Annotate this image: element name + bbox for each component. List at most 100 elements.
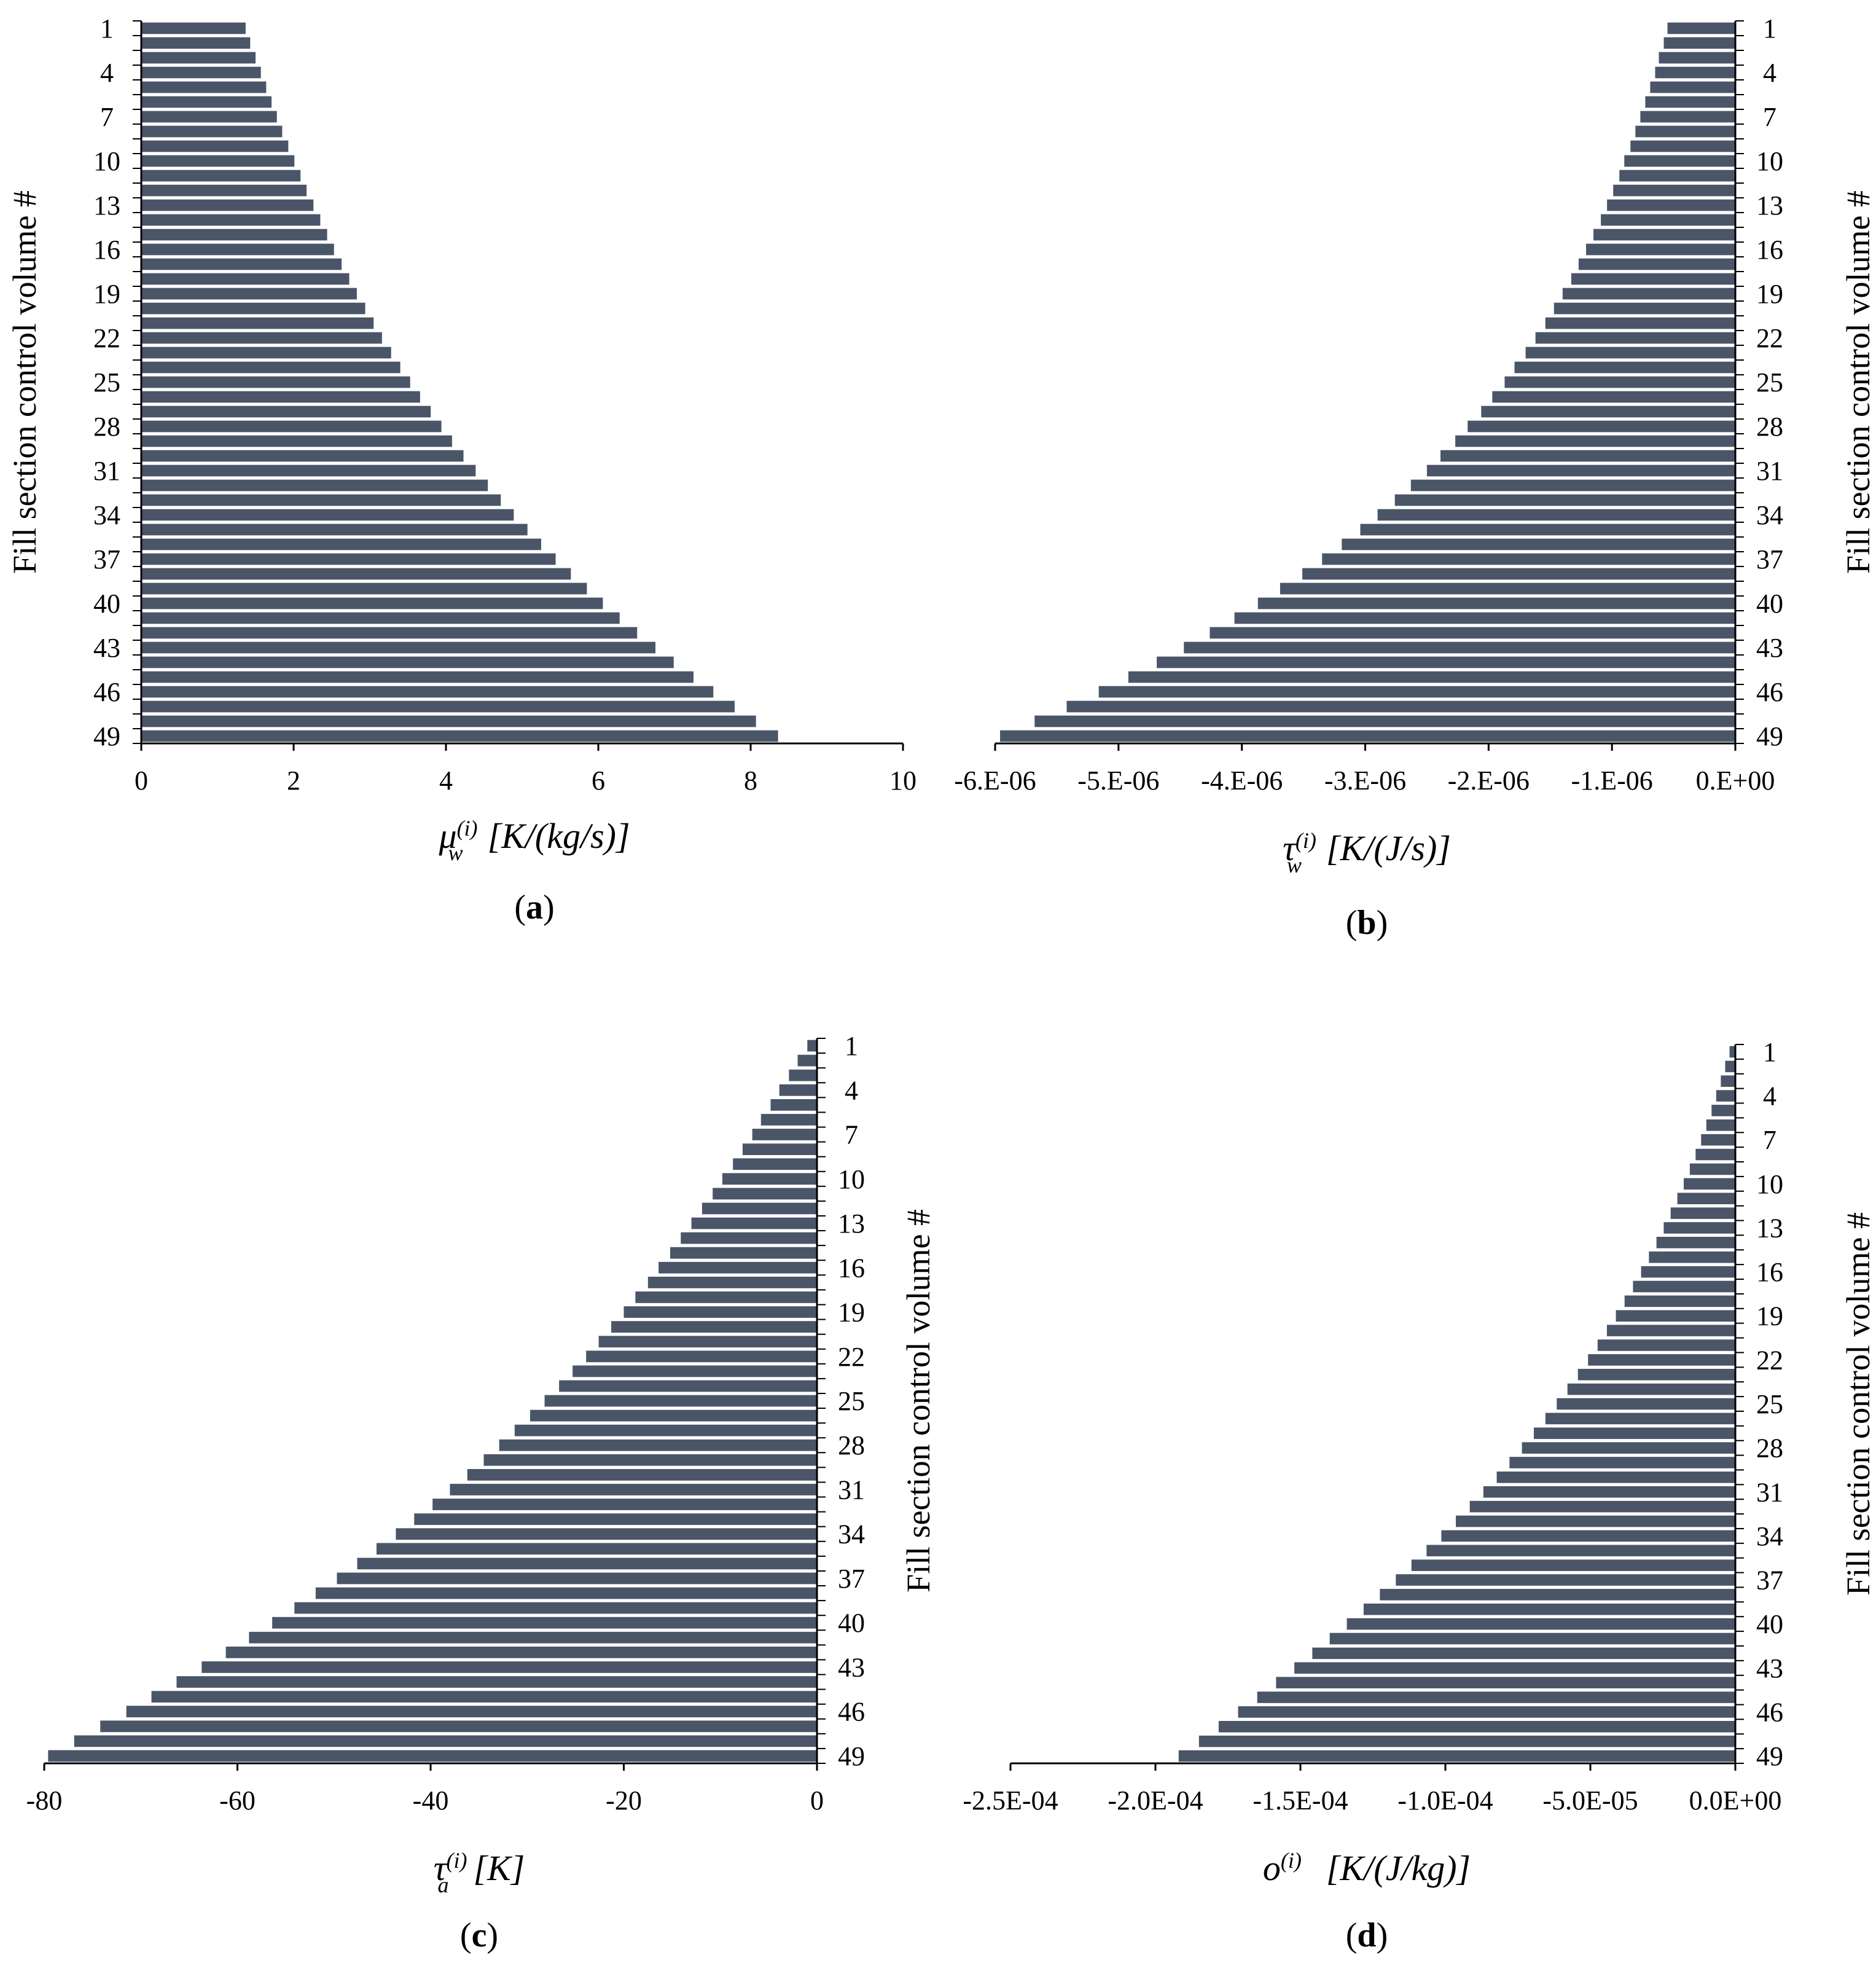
bar-c-37 [337, 1572, 817, 1585]
bar-a-6 [141, 96, 272, 108]
bar-c-15 [670, 1247, 817, 1259]
bar-b-40 [1257, 597, 1735, 609]
bar-c-20 [611, 1321, 817, 1333]
y-tick-label-d-40: 40 [1756, 1609, 1783, 1639]
bar-d-39 [1363, 1603, 1735, 1615]
bar-b-18 [1571, 273, 1735, 285]
bar-d-6 [1706, 1119, 1735, 1131]
bar-a-48 [141, 715, 756, 727]
bar-b-1 [1667, 22, 1735, 34]
bar-d-24 [1567, 1383, 1735, 1395]
x-tick-label-a-4: 8 [744, 766, 757, 796]
bar-a-40 [141, 597, 603, 609]
bar-d-7 [1701, 1134, 1735, 1146]
y-tick-label-c-37: 37 [838, 1564, 865, 1594]
x-tick-label-b-4: -2.E-06 [1448, 766, 1530, 796]
bar-c-45 [151, 1691, 818, 1703]
x-axis-title-c: τ(i) a [K] [434, 1848, 525, 1897]
bar-d-43 [1294, 1662, 1735, 1674]
y-tick-label-c-49: 49 [838, 1741, 865, 1771]
bar-c-22 [586, 1350, 817, 1363]
y-tick-label-b-1: 1 [1763, 14, 1776, 44]
bar-b-33 [1394, 494, 1735, 506]
bar-b-26 [1492, 391, 1735, 403]
y-tick-label-b-40: 40 [1756, 589, 1783, 619]
bar-a-23 [141, 347, 391, 359]
bar-b-22 [1535, 332, 1735, 344]
bar-c-31 [450, 1484, 817, 1495]
x-tick-label-d-2: -1.5E-04 [1253, 1785, 1348, 1816]
bar-c-17 [647, 1276, 817, 1288]
y-tick-label-d-4: 4 [1763, 1081, 1776, 1111]
bar-c-29 [483, 1454, 817, 1466]
bar-c-47 [100, 1720, 818, 1733]
bar-a-41 [141, 612, 620, 624]
bar-c-38 [315, 1587, 817, 1599]
bar-d-14 [1656, 1237, 1735, 1248]
bar-c-30 [467, 1469, 817, 1481]
bar-b-29 [1455, 435, 1735, 447]
bar-c-41 [249, 1631, 817, 1644]
bar-b-36 [1342, 538, 1735, 551]
bar-a-36 [141, 538, 541, 551]
y-tick-label-d-7: 7 [1763, 1125, 1776, 1155]
bar-d-49 [1178, 1750, 1735, 1762]
y-tick-label-d-13: 13 [1756, 1213, 1783, 1243]
y-tick-label-c-31: 31 [838, 1475, 865, 1505]
bar-b-49 [1000, 730, 1735, 742]
y-tick-label-c-25: 25 [838, 1386, 865, 1416]
y-tick-label-b-37: 37 [1756, 544, 1783, 574]
bar-a-5 [141, 81, 267, 93]
bar-a-18 [141, 273, 350, 285]
bar-d-35 [1426, 1545, 1735, 1557]
bar-d-5 [1711, 1105, 1735, 1116]
bar-a-32 [141, 479, 488, 492]
y-tick-label-a-10: 10 [93, 146, 120, 176]
y-tick-label-d-43: 43 [1756, 1653, 1783, 1683]
bar-d-1 [1729, 1046, 1735, 1058]
bar-b-6 [1645, 96, 1735, 108]
bar-d-37 [1396, 1574, 1735, 1586]
bar-b-41 [1234, 612, 1735, 624]
bar-c-2 [797, 1054, 817, 1067]
bar-c-23 [573, 1365, 817, 1377]
y-tick-label-a-31: 31 [93, 456, 120, 486]
bar-a-3 [141, 52, 256, 64]
bar-d-33 [1455, 1515, 1735, 1527]
bar-d-15 [1649, 1251, 1735, 1263]
bar-d-36 [1411, 1559, 1735, 1571]
bar-c-9 [733, 1158, 817, 1170]
panel-label-b: (b) [1346, 904, 1388, 942]
bar-d-44 [1276, 1677, 1735, 1688]
y-tick-label-b-31: 31 [1756, 456, 1783, 486]
y-tick-label-b-19: 19 [1756, 279, 1783, 309]
bar-b-10 [1624, 155, 1735, 167]
bar-b-46 [1098, 686, 1735, 698]
bar-d-4 [1716, 1090, 1735, 1102]
y-tick-label-a-19: 19 [93, 279, 120, 309]
chart-panels: 0 2 4 6 8 101471013161922252831343740434649Fi… [6, 14, 1876, 1954]
bar-a-46 [141, 686, 714, 698]
bar-d-19 [1616, 1310, 1735, 1322]
y-tick-label-a-16: 16 [93, 235, 120, 265]
bar-a-2 [141, 37, 251, 49]
bar-b-27 [1481, 406, 1735, 418]
bar-c-19 [623, 1306, 817, 1318]
y-tick-label-d-46: 46 [1756, 1697, 1783, 1727]
y-tick-label-b-25: 25 [1756, 367, 1783, 398]
bar-c-13 [691, 1217, 817, 1229]
bar-b-17 [1578, 258, 1735, 270]
bar-d-40 [1346, 1618, 1735, 1630]
x-axis-title-a: μ(i) w [K/(kg/s)] [438, 816, 630, 865]
bar-b-9 [1630, 140, 1735, 152]
bar-a-17 [141, 258, 342, 270]
chart-panel-d: -2.5E-04 -2.0E-04 -1.5E-04 -1.0E-04 -5.0E-05… [963, 1037, 1876, 1954]
x-tick-label-c-0: -80 [26, 1785, 63, 1816]
bar-b-3 [1659, 52, 1735, 64]
bar-d-17 [1633, 1280, 1735, 1293]
bar-c-21 [598, 1336, 817, 1348]
bar-c-44 [176, 1676, 817, 1688]
bar-a-28 [141, 420, 442, 433]
bar-a-29 [141, 435, 452, 447]
